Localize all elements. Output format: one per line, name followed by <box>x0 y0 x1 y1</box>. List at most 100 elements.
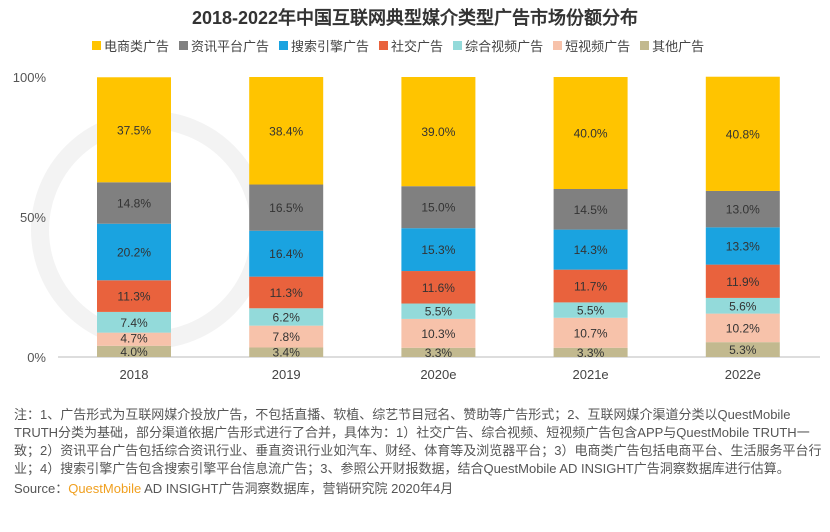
bar-segment <box>97 223 171 281</box>
data-label: 3.4% <box>273 346 301 360</box>
data-label: 20.2% <box>117 246 151 260</box>
data-label: 11.9% <box>726 275 759 289</box>
legend-item: 搜索引擎广告 <box>279 36 369 55</box>
data-label: 40.0% <box>574 127 608 141</box>
bar-segment <box>401 318 476 348</box>
legend-swatch <box>379 41 389 50</box>
data-label: 4.7% <box>120 331 148 345</box>
x-tick-label: 2020e <box>420 367 456 382</box>
legend-item: 社交广告 <box>379 36 443 55</box>
data-label: 4.0% <box>120 345 148 359</box>
legend-label: 综合视频广告 <box>465 39 544 54</box>
bar-segment <box>401 228 476 272</box>
data-label: 10.7% <box>574 326 608 340</box>
x-tick-label: 2019 <box>272 367 301 382</box>
bar-segment <box>553 189 628 230</box>
legend-item: 资讯平台广告 <box>179 36 269 55</box>
x-tick-label: 2018 <box>120 367 149 382</box>
bar-segment <box>249 230 324 277</box>
data-label: 38.4% <box>269 124 303 138</box>
bar-segment <box>553 229 628 270</box>
data-label: 15.0% <box>421 201 455 215</box>
bar-segment <box>249 77 324 185</box>
data-label: 7.4% <box>120 316 148 330</box>
data-label: 10.3% <box>421 327 455 341</box>
bar-segment <box>249 184 324 231</box>
data-label: 5.3% <box>729 343 757 357</box>
x-tick-label: 2021e <box>573 367 609 382</box>
data-label: 5.6% <box>729 299 757 313</box>
legend-item: 综合视频广告 <box>453 36 543 55</box>
legend-swatch <box>453 41 463 50</box>
y-tick-label: 50% <box>20 210 46 225</box>
bar-segment <box>705 342 780 357</box>
data-label: 15.3% <box>421 243 455 257</box>
legend-label: 其他广告 <box>652 39 705 54</box>
source-text: AD INSIGHT广告洞察数据库，营销研究院 2020年4月 <box>141 481 454 496</box>
bar-segment <box>553 317 628 348</box>
source-label: Source： <box>14 481 69 496</box>
bar-segment <box>97 280 171 312</box>
bar-segment <box>553 302 628 318</box>
data-label: 5.5% <box>577 304 605 318</box>
legend-swatch <box>279 41 289 50</box>
bar-segment <box>97 345 171 357</box>
data-label: 14.8% <box>117 197 151 211</box>
data-label: 13.0% <box>726 203 760 217</box>
bar-segment <box>97 77 171 183</box>
data-label: 11.3% <box>270 286 303 300</box>
bar-segment <box>249 325 324 348</box>
data-label: 7.8% <box>273 330 301 344</box>
data-label: 6.2% <box>273 310 301 324</box>
legend-label: 电商类广告 <box>104 39 170 54</box>
data-label: 3.3% <box>425 346 453 360</box>
x-tick-label: 2022e <box>725 367 761 382</box>
source-brand: QuestMobile <box>68 481 142 496</box>
data-label: 11.3% <box>117 290 150 304</box>
bar-segment <box>705 190 780 228</box>
source-line: Source：QuestMobile AD INSIGHT广告洞察数据库，营销研… <box>14 480 822 498</box>
bar-segment <box>97 332 171 346</box>
legend: 电商类广告 资讯平台广告 搜索引擎广告 社交广告 综合视频广告 短视频广告 其他广告 <box>92 36 704 55</box>
legend-item: 短视频广告 <box>553 36 630 55</box>
bar-segment <box>249 308 324 326</box>
bar-segment <box>401 303 476 319</box>
data-label: 10.2% <box>726 321 760 335</box>
bar-segment <box>705 227 780 265</box>
data-label: 14.5% <box>574 203 608 217</box>
bar-segment <box>401 347 476 357</box>
bar-segment <box>705 313 780 343</box>
bar-segment <box>401 271 476 304</box>
legend-swatch <box>553 41 563 50</box>
legend-label: 搜索引擎广告 <box>291 39 370 54</box>
legend-swatch <box>92 41 101 50</box>
bar-segment <box>249 276 324 309</box>
y-tick-label: 0% <box>27 350 46 365</box>
data-label: 14.3% <box>574 243 608 257</box>
bar-segment <box>249 347 324 357</box>
bar-segment <box>553 269 628 303</box>
chart-title: 2018-2022年中国互联网典型媒介类型广告市场份额分布 <box>191 8 639 28</box>
bar-segment <box>97 311 171 333</box>
legend-swatch <box>179 41 189 50</box>
data-label: 37.5% <box>117 123 151 137</box>
footer: 注：1、广告形式为互联网媒介投放广告，不包括直播、软植、综艺节目冠名、赞助等广告… <box>14 406 822 498</box>
legend-swatch <box>640 41 650 50</box>
data-label: 16.5% <box>269 201 303 215</box>
bar-segment <box>553 77 628 189</box>
data-label: 3.3% <box>577 346 605 360</box>
data-label: 40.8% <box>726 127 760 141</box>
legend-label: 资讯平台广告 <box>191 39 270 54</box>
legend-label: 社交广告 <box>391 39 444 54</box>
legend-item: 其他广告 <box>640 36 704 55</box>
data-label: 5.5% <box>425 305 453 319</box>
bar-segment <box>705 264 780 298</box>
legend-item: 电商类广告 <box>92 36 169 55</box>
data-label: 13.3% <box>726 239 760 253</box>
data-label: 16.4% <box>269 247 303 261</box>
bar-segment <box>553 347 628 357</box>
bar-segment <box>97 182 171 224</box>
chart: 0% 50% 100% 4.0%4.7%7.4% 11.3% 20.2% 14.8% 37.5… <box>13 70 820 382</box>
footnote: 注：1、广告形式为互联网媒介投放广告，不包括直播、软植、综艺节目冠名、赞助等广告… <box>14 407 822 476</box>
bar-segment <box>705 76 780 191</box>
